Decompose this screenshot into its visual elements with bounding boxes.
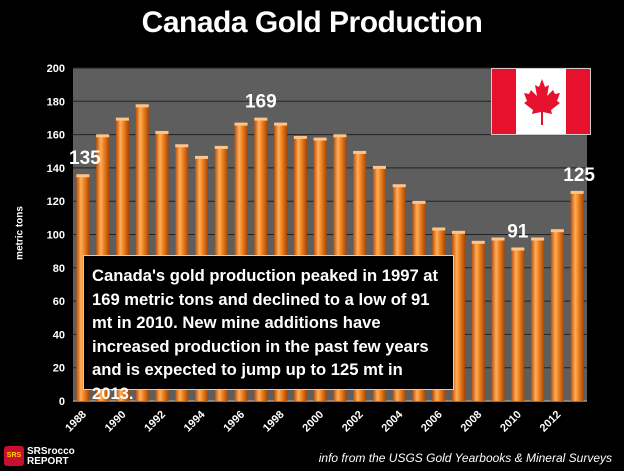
bar-top-2000	[313, 137, 327, 141]
bar-2008	[471, 242, 485, 401]
source-note: info from the USGS Gold Yearbooks & Mine…	[318, 451, 612, 465]
bar-top-2012	[550, 229, 564, 233]
bar-top-2011	[531, 237, 545, 241]
bar-top-1999	[293, 135, 307, 139]
bar-2011	[531, 239, 545, 401]
y-tick-label: 40	[53, 329, 65, 341]
bar-top-2001	[333, 134, 347, 138]
y-tick-label: 160	[47, 130, 65, 142]
bar-top-2007	[451, 230, 466, 234]
flag-red-band-right	[566, 69, 590, 134]
bar-top-2005	[412, 200, 426, 204]
bar-top-1995	[214, 145, 228, 149]
x-tick-label: 1996	[221, 409, 247, 435]
data-label-2010: 91	[507, 221, 529, 242]
bar-2013	[570, 192, 584, 401]
bar-2012	[550, 231, 564, 401]
x-tick-label: 2002	[340, 409, 366, 435]
bar-2007	[451, 232, 466, 401]
x-tick-label: 2010	[498, 409, 524, 435]
x-tick-label: 1998	[261, 409, 287, 435]
x-tick-label: 1990	[103, 409, 129, 435]
logo-line1: SRSrocco	[27, 446, 75, 457]
y-tick-label: 60	[53, 296, 65, 308]
x-tick-label: 2004	[380, 408, 406, 434]
data-label-1988: 135	[69, 148, 101, 169]
canada-flag-icon	[491, 68, 591, 135]
y-tick-label: 120	[47, 196, 65, 208]
bar-2009	[491, 239, 505, 401]
y-tick-label: 200	[47, 63, 65, 75]
x-tick-label: 1994	[182, 408, 208, 434]
logo-line2: REPORT	[27, 456, 69, 467]
y-tick-label: 80	[53, 263, 65, 275]
bar-top-2003	[372, 165, 386, 169]
x-tick-label: 1992	[142, 409, 168, 435]
bar-top-1991	[135, 104, 149, 108]
flag-red-band-left	[492, 69, 516, 134]
bar-top-2013	[570, 190, 584, 194]
bar-top-2008	[471, 240, 485, 244]
bar-top-1996	[234, 122, 248, 126]
maple-leaf-icon	[524, 79, 560, 125]
bar-top-1989	[96, 134, 110, 138]
bar-top-1988	[76, 174, 90, 178]
y-tick-label: 20	[53, 363, 65, 375]
logo-mark: SRS	[4, 446, 24, 466]
annotation-box: Canada's gold production peaked in 1997 …	[83, 255, 454, 403]
data-label-1997: 169	[245, 92, 277, 113]
data-label-2013: 125	[563, 165, 595, 186]
bar-top-2009	[491, 237, 505, 241]
bar-top-2002	[353, 150, 367, 154]
bar-top-1993	[175, 144, 189, 148]
y-tick-label: 180	[47, 96, 65, 108]
bar-top-1992	[155, 130, 169, 134]
bar-top-2004	[392, 184, 406, 188]
bar-top-1997	[254, 117, 268, 121]
x-tick-label: 2000	[300, 409, 326, 435]
bar-top-1994	[194, 155, 209, 159]
chart-title: Canada Gold Production	[141, 6, 483, 39]
y-tick-label: 0	[59, 396, 65, 408]
bar-top-2006	[432, 227, 446, 231]
y-tick-label: 140	[47, 163, 65, 175]
x-tick-label: 2006	[419, 409, 445, 435]
y-tick-label: 100	[47, 230, 65, 242]
x-tick-label: 1988	[63, 409, 89, 435]
x-tick-label: 2012	[538, 409, 564, 435]
bar-top-1998	[274, 122, 288, 126]
srsrocco-logo-icon: SRS SRSrocco REPORT	[4, 446, 90, 467]
bar-top-1990	[115, 117, 129, 121]
x-tick-label: 2008	[459, 409, 485, 435]
bar-top-2010	[511, 247, 525, 251]
bar-2010	[511, 249, 525, 401]
